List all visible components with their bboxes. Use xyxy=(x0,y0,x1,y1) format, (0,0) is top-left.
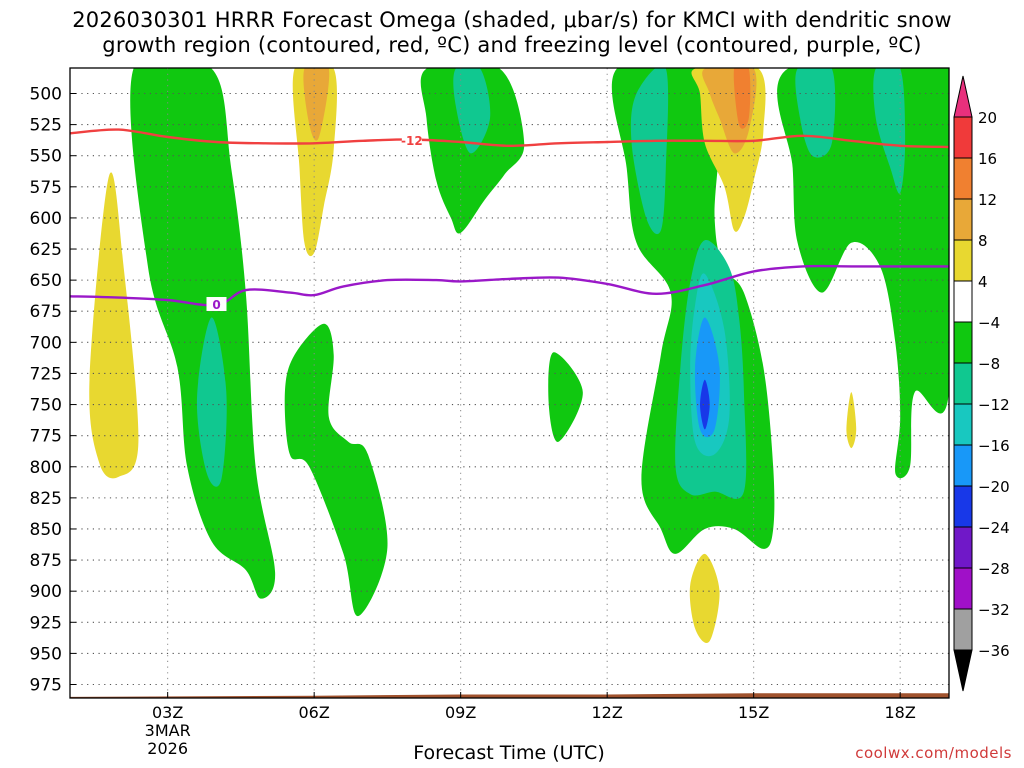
contour-label: 0 xyxy=(212,298,220,312)
plot-frame xyxy=(69,67,950,699)
colorbar-label: 16 xyxy=(978,150,997,168)
y-tick-label: 800 xyxy=(30,458,62,478)
y-tick-label: 875 xyxy=(30,551,62,571)
colorbar-swatch xyxy=(953,608,973,651)
colorbar-label: 20 xyxy=(978,109,997,127)
temperature-contour-line xyxy=(70,128,949,149)
y-tick-label: 775 xyxy=(30,427,62,447)
omega-shaded-region xyxy=(733,68,751,129)
colorbar-swatch xyxy=(953,485,973,528)
terrain-ground xyxy=(70,693,949,698)
omega-shaded-region xyxy=(130,68,276,599)
omega-shaded-region xyxy=(89,172,139,479)
colorbar-label: −36 xyxy=(978,642,1010,660)
colorbar-label: 12 xyxy=(978,191,997,209)
colorbar-swatch xyxy=(953,116,973,159)
colorbar-swatch xyxy=(953,567,973,610)
omega-shaded-region xyxy=(846,392,857,449)
colorbar-label: −24 xyxy=(978,519,1010,537)
y-tick-label: 550 xyxy=(30,147,62,167)
omega-shaded-region xyxy=(453,68,491,154)
colorbar-label: 8 xyxy=(978,232,988,250)
colorbar-swatch xyxy=(953,362,973,405)
omega-shaded-region xyxy=(548,352,583,442)
y-tick-label: 675 xyxy=(30,302,62,322)
colorbar-label: −8 xyxy=(978,355,1000,373)
y-tick-label: 725 xyxy=(30,364,62,384)
x-tick-year-label: 2026 xyxy=(147,739,188,758)
y-tick-label: 975 xyxy=(30,676,62,696)
omega-shaded-region xyxy=(873,68,906,194)
y-tick-label: 700 xyxy=(30,333,62,353)
omega-shaded-region xyxy=(630,68,669,234)
omega-shaded-region xyxy=(196,317,227,487)
omega-shaded-region xyxy=(689,553,720,643)
colorbar-swatch xyxy=(953,280,973,323)
colorbar-underflow-triangle xyxy=(953,649,973,692)
x-tick-label: 12Z xyxy=(592,703,623,722)
colorbar-overflow-triangle xyxy=(953,75,973,118)
colorbar-swatch xyxy=(953,403,973,446)
y-tick-label: 525 xyxy=(30,116,62,136)
x-tick-label: 06Z xyxy=(299,703,330,722)
colorbar-label: −32 xyxy=(978,601,1010,619)
y-tick-label: 500 xyxy=(30,85,62,105)
omega-shaded-region xyxy=(777,68,949,479)
colorbar-label: −4 xyxy=(978,314,1000,332)
colorbar-swatch xyxy=(953,157,973,200)
colorbar-label: −20 xyxy=(978,478,1010,496)
y-tick-label: 925 xyxy=(30,613,62,633)
x-tick-label: 03Z xyxy=(152,703,183,722)
y-tick-label: 825 xyxy=(30,489,62,509)
y-tick-label: 750 xyxy=(30,396,62,416)
contour-label-background xyxy=(401,132,422,147)
credit-link[interactable]: coolwx.com/models xyxy=(855,744,1012,762)
contour-label-background xyxy=(206,297,227,312)
omega-shaded-region xyxy=(292,68,337,257)
contour-label: -12 xyxy=(401,134,423,148)
omega-shaded-region xyxy=(303,68,330,141)
colorbar-swatch xyxy=(953,321,973,364)
x-tick-label: 15Z xyxy=(738,703,769,722)
y-tick-label: 625 xyxy=(30,240,62,260)
y-tick-label: 650 xyxy=(30,271,62,291)
chart-title-line-1: 2026030301 HRRR Forecast Omega (shaded, … xyxy=(72,8,952,32)
chart-title-line-2: growth region (contoured, red, ºC) and f… xyxy=(102,33,922,57)
colorbar-label: −28 xyxy=(978,560,1010,578)
x-tick-date-label: 3MAR xyxy=(145,721,191,740)
y-tick-label: 600 xyxy=(30,209,62,229)
colorbar-label: −16 xyxy=(978,437,1010,455)
x-tick-label: 18Z xyxy=(885,703,916,722)
y-tick-label: 950 xyxy=(30,644,62,664)
omega-shaded-region xyxy=(284,323,388,617)
y-tick-label: 575 xyxy=(30,178,62,198)
y-tick-label: 900 xyxy=(30,582,62,602)
x-axis-label: Forecast Time (UTC) xyxy=(413,742,605,764)
colorbar-swatch xyxy=(953,198,973,241)
colorbar-swatch xyxy=(953,444,973,487)
colorbar-swatch xyxy=(953,526,973,569)
x-tick-label: 09Z xyxy=(445,703,476,722)
colorbar-label: 4 xyxy=(978,273,988,291)
omega-shaded-region xyxy=(700,379,710,430)
colorbar-label: −12 xyxy=(978,396,1010,414)
colorbar-swatch xyxy=(953,239,973,282)
y-tick-label: 850 xyxy=(30,520,62,540)
